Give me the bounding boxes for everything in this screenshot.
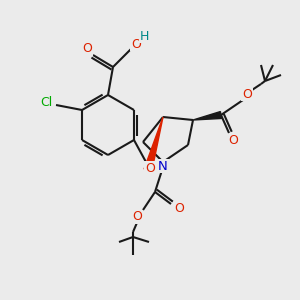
Text: O: O <box>145 161 155 175</box>
Text: O: O <box>174 202 184 215</box>
Polygon shape <box>144 117 163 171</box>
Text: N: N <box>158 160 168 172</box>
Text: O: O <box>132 211 142 224</box>
Polygon shape <box>193 112 222 120</box>
Text: O: O <box>131 38 141 50</box>
Text: H: H <box>139 29 149 43</box>
Text: O: O <box>228 134 238 148</box>
Text: Cl: Cl <box>40 95 52 109</box>
Text: O: O <box>242 88 252 100</box>
Text: O: O <box>82 43 92 56</box>
